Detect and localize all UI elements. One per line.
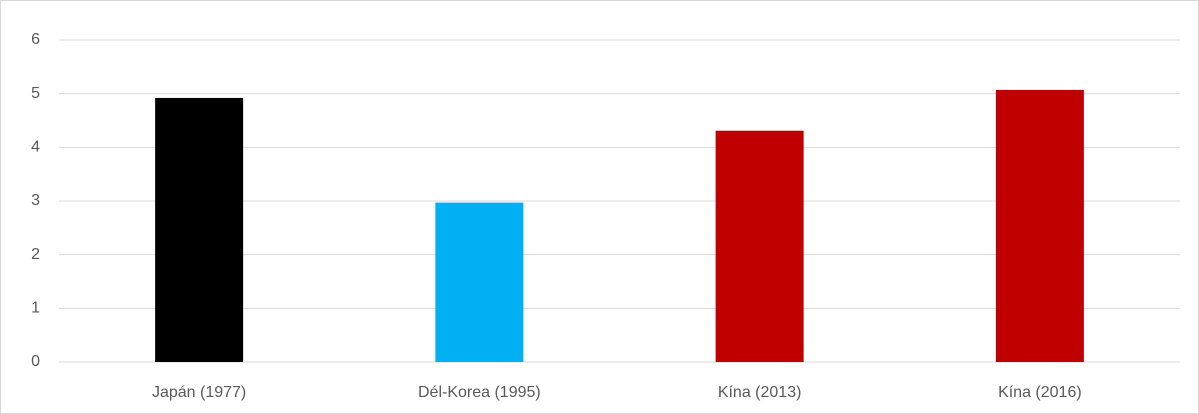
bar <box>155 97 244 363</box>
x-tick-label: Dél-Korea (1995) <box>418 384 541 401</box>
y-tick-label: 3 <box>31 192 40 209</box>
y-tick-label: 5 <box>31 85 40 102</box>
x-tick-label: Japán (1977) <box>152 384 246 401</box>
y-tick-label: 6 <box>31 31 40 48</box>
bar <box>715 130 804 362</box>
bar <box>435 202 524 362</box>
bar <box>995 89 1084 362</box>
x-tick-label: Kína (2016) <box>998 384 1082 401</box>
y-tick-label: 1 <box>31 300 40 317</box>
y-tick-label: 0 <box>31 353 40 370</box>
y-tick-label: 4 <box>31 139 40 156</box>
x-tick-label: Kína (2013) <box>718 384 802 401</box>
y-tick-label: 2 <box>31 246 40 263</box>
